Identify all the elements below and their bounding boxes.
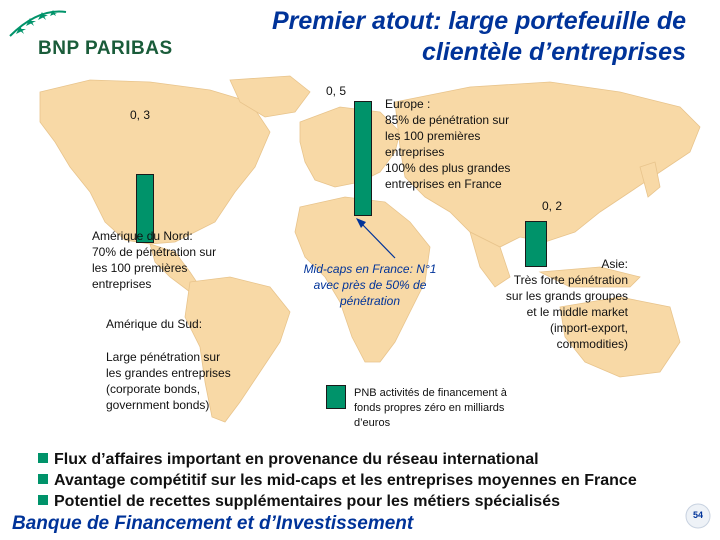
page-number: 54	[692, 510, 703, 520]
title-line-2: clientèle d’entreprises	[421, 38, 686, 66]
north-america-text: Amérique du Nord: 70% de pénétration sur…	[92, 228, 216, 292]
logo-text: BNP PARIBAS	[38, 38, 173, 59]
title-line-1: Premier atout: large portefeuille de	[272, 7, 686, 35]
legend-swatch	[326, 385, 346, 409]
legend-line: d’euros	[354, 417, 391, 429]
midcaps-line: pénétration	[339, 294, 401, 308]
bullet-text: Flux d’affaires important en provenance …	[54, 451, 539, 468]
indonesia-shape	[538, 266, 641, 288]
asia-line: sur les grands groupes	[505, 289, 628, 303]
south-america-line: (corporate bonds,	[106, 382, 201, 396]
bullet-square-icon	[38, 495, 48, 505]
asia-line: Asie:	[601, 257, 628, 271]
bar-north-america	[136, 174, 154, 243]
footer-title: Banque de Financement et d’Investissemen…	[12, 513, 414, 534]
greenland-shape	[229, 75, 311, 118]
europe-line: 100% des plus grandes	[385, 161, 511, 175]
africa-shape	[294, 196, 431, 363]
legend-text: PNB activités de financement à fonds pro…	[354, 386, 507, 431]
bullet-text: Potentiel de recettes supplémentaires po…	[54, 493, 560, 510]
legend-line: fonds propres zéro en milliards	[354, 402, 505, 414]
asia-line: et le middle market	[526, 305, 628, 319]
bullet-square-icon	[38, 453, 48, 463]
north-america-line: entreprises	[92, 277, 152, 291]
europe-line: entreprises	[385, 145, 445, 159]
south-america-title: Amérique du Sud:	[106, 317, 203, 331]
value-label-asia: 0, 2	[542, 199, 563, 213]
bar-europe	[354, 101, 372, 216]
bullet-item: Potentiel de recettes supplémentaires po…	[38, 491, 718, 512]
europe-line: Europe :	[385, 97, 431, 111]
asia-text: Asie: Très forte pénétration sur les gra…	[460, 256, 628, 352]
page-badge-icon	[685, 503, 711, 529]
stars-logo-icon	[9, 10, 67, 37]
bullet-item: Avantage compétitif sur les mid-caps et …	[38, 470, 718, 491]
south-america-text: Large pénétration sur les grandes entrep…	[106, 349, 231, 413]
south-asia-shape	[469, 231, 511, 288]
south-america-shape	[184, 276, 291, 423]
bullet-item: Flux d’affaires important en provenance …	[38, 449, 718, 470]
japan-shape	[639, 161, 661, 198]
bullet-text: Avantage compétitif sur les mid-caps et …	[54, 472, 637, 489]
north-america-line: Amérique du Nord:	[92, 229, 193, 243]
north-america-shape	[39, 79, 271, 245]
asia-shape	[394, 81, 701, 248]
bar-asia	[525, 221, 547, 267]
bullet-square-icon	[38, 474, 48, 484]
bnp-paribas-logo: BNP PARIBAS	[8, 8, 172, 68]
midcaps-text: Mid-caps en France: N°1 avec près de 50%…	[272, 261, 468, 309]
value-label-north-america: 0, 3	[130, 108, 151, 122]
asia-line: (import-export,	[549, 321, 628, 335]
world-map	[39, 75, 701, 423]
south-america-line: les grandes entreprises	[106, 366, 231, 380]
europe-line: les 100 premières	[385, 129, 481, 143]
south-america-line: Large pénétration sur	[106, 350, 221, 364]
asia-line: Très forte pénétration	[513, 273, 628, 287]
europe-text: Europe : 85% de pénétration sur les 100 …	[385, 96, 510, 192]
value-label-europe: 0, 5	[326, 84, 347, 98]
page-number-badge: 54	[684, 502, 712, 530]
europe-line: 85% de pénétration sur	[385, 113, 510, 127]
legend-line: PNB activités de financement à	[354, 387, 507, 399]
north-america-line: les 100 premières	[92, 261, 188, 275]
slide-title: Premier atout: large portefeuille de cli…	[180, 6, 686, 68]
australia-shape	[559, 296, 681, 378]
asia-line: commodities)	[556, 337, 628, 351]
midcaps-line: avec près de 50% de	[313, 278, 427, 292]
midcaps-line: Mid-caps en France: N°1	[303, 262, 437, 276]
europe-line: entreprises en France	[385, 177, 502, 191]
bullet-list: Flux d’affaires important en provenance …	[38, 449, 718, 512]
north-america-line: 70% de pénétration sur	[92, 245, 217, 259]
south-america-line: government bonds)	[106, 398, 210, 412]
